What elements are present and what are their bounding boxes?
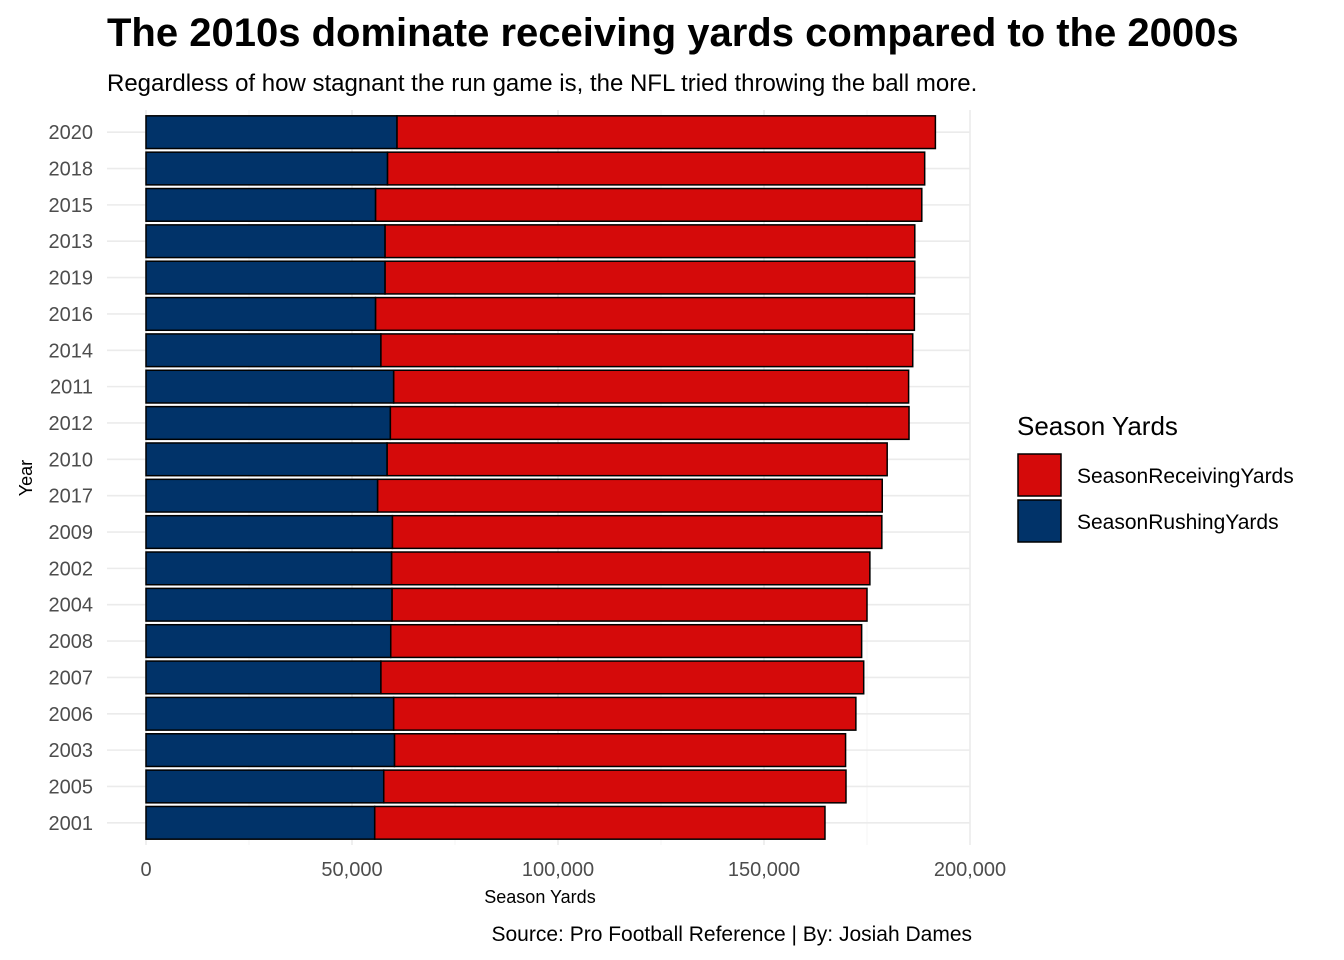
- bar-rushing-2015: [145, 187, 377, 222]
- bar-rushing-2018: [145, 151, 389, 186]
- bar-receiving-2009: [391, 514, 883, 550]
- bar-rushing-2017: [145, 478, 379, 513]
- bar-receiving-2016: [374, 296, 916, 332]
- y-tick-label: 2001: [49, 813, 94, 835]
- bar-receiving-2018: [386, 151, 926, 186]
- chart-subtitle: Regardless of how stagnant the run game …: [107, 70, 977, 97]
- bar-receiving-2003: [393, 733, 847, 768]
- legend-title: Season Yards: [1017, 411, 1178, 441]
- bar-rushing-2008: [145, 623, 392, 659]
- x-axis-title: Season Yards: [484, 887, 595, 907]
- bar-rushing-2014: [145, 333, 382, 368]
- bar-rushing-2020: [145, 115, 398, 150]
- y-axis-title: Year: [16, 460, 36, 496]
- bar-rushing-2007: [145, 660, 382, 695]
- y-tick-label: 2020: [49, 122, 94, 144]
- bar-rushing-2004: [145, 587, 393, 622]
- bar-receiving-2011: [392, 369, 910, 404]
- bar-receiving-2006: [392, 696, 857, 731]
- y-tick-label: 2012: [49, 413, 94, 435]
- y-tick-label: 2005: [49, 776, 94, 798]
- legend-label: SeasonReceivingYards: [1077, 465, 1294, 488]
- y-tick-label: 2017: [49, 486, 94, 508]
- y-tick-label: 2006: [49, 704, 94, 726]
- chart-title: The 2010s dominate receiving yards compa…: [107, 11, 1239, 55]
- bar-receiving-2014: [380, 333, 914, 368]
- x-tick-label: 200,000: [934, 859, 1006, 881]
- bar-rushing-2005: [145, 769, 385, 804]
- y-tick-label: 2015: [49, 195, 94, 217]
- bar-receiving-2017: [376, 478, 883, 513]
- y-tick-label: 2019: [49, 268, 94, 290]
- legend-key: [1017, 453, 1062, 497]
- y-tick-label: 2018: [49, 159, 94, 181]
- x-tick-label: 50,000: [321, 859, 382, 881]
- y-tick-label: 2002: [49, 558, 94, 580]
- bar-receiving-2019: [384, 260, 916, 295]
- bar-rushing-2016: [145, 296, 377, 332]
- legend-label: SeasonRushingYards: [1077, 511, 1279, 534]
- y-tick-label: 2010: [49, 449, 94, 471]
- bar-receiving-2013: [384, 224, 916, 259]
- bar-rushing-2010: [145, 442, 388, 477]
- chart-caption: Source: Pro Football Reference | By: Jos…: [491, 923, 972, 946]
- x-tick-label: 100,000: [522, 859, 594, 881]
- y-tick-label: 2003: [49, 740, 94, 762]
- bar-rushing-2001: [145, 805, 376, 840]
- bar-rushing-2013: [145, 224, 386, 259]
- bar-receiving-2002: [390, 551, 871, 586]
- bar-rushing-2012: [145, 405, 392, 441]
- bar-receiving-2001: [373, 805, 826, 840]
- bar-receiving-2020: [396, 115, 937, 150]
- legend: Season Yards SeasonReceivingYards SeasonR…: [1017, 411, 1294, 543]
- bar-receiving-2004: [391, 587, 868, 622]
- x-tick-label: 150,000: [728, 859, 800, 881]
- y-tick-label: 2004: [49, 595, 94, 617]
- y-tick-label: 2013: [49, 231, 94, 253]
- bar-receiving-2007: [380, 660, 865, 695]
- y-tick-label: 2014: [49, 340, 94, 362]
- bar-rushing-2009: [145, 514, 394, 550]
- y-axis-tick-labels: 2020 2018 2015 2013 2019 2016 2014 2011 2012 2010…: [49, 122, 94, 835]
- legend-key: [1017, 499, 1062, 543]
- bar-receiving-2005: [382, 769, 847, 804]
- bars: [145, 115, 937, 840]
- y-tick-label: 2011: [50, 377, 93, 399]
- y-tick-label: 2007: [49, 667, 94, 689]
- bar-rushing-2019: [145, 260, 386, 295]
- x-axis-tick-labels: 0 50,000 100,000 150,000 200,000: [140, 859, 1006, 881]
- y-tick-label: 2009: [49, 522, 94, 544]
- bar-rushing-2003: [145, 733, 396, 768]
- y-tick-label: 2008: [49, 631, 94, 653]
- x-tick-label: 0: [140, 859, 151, 881]
- y-tick-label: 2016: [49, 304, 94, 326]
- bar-receiving-2008: [389, 623, 863, 659]
- bar-rushing-2011: [145, 369, 395, 404]
- bar-receiving-2015: [374, 187, 923, 222]
- bar-receiving-2010: [386, 442, 888, 477]
- bar-rushing-2006: [145, 696, 395, 731]
- bar-rushing-2002: [145, 551, 393, 586]
- bar-receiving-2012: [389, 405, 910, 441]
